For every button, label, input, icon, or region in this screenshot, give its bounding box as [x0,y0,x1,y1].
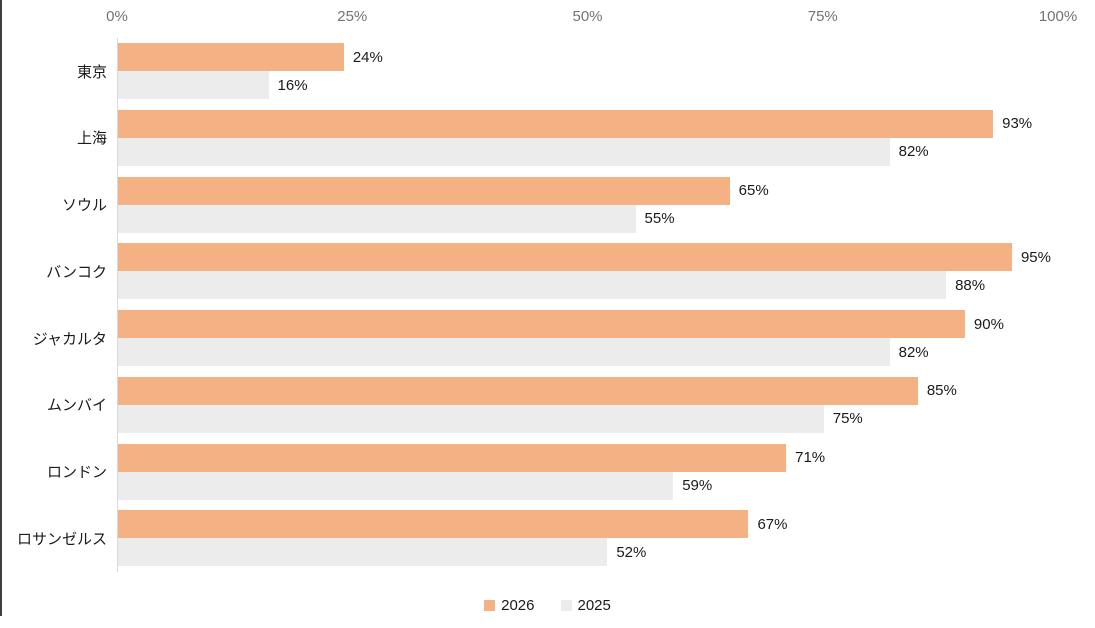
window-left-edge [0,0,2,616]
category-label: ジャカルタ [32,330,107,348]
data-label: 71% [795,449,826,466]
data-label: 85% [926,382,957,400]
legend-label: 2026 [501,596,535,614]
data-label: 65% [738,182,769,199]
data-label: 52% [616,543,647,561]
legend-item-2025: 2025 [560,596,611,614]
x-axis-tick-label: 0% [106,8,128,25]
bar-2026-バンコク [118,243,1012,272]
category-label: 上海 [76,130,107,148]
legend-label: 2025 [577,596,611,614]
data-label: 75% [832,410,863,428]
bar-2025-ロンドン [118,471,674,500]
data-label: 93% [1002,115,1033,133]
x-axis-tick-label: 50% [572,8,603,25]
data-label: 24% [352,48,383,66]
data-label: 67% [757,515,788,533]
category-label: ロンドン [46,464,107,481]
bar-2025-ムンバイ [118,404,824,433]
data-label: 90% [973,315,1004,333]
y-axis-line [117,38,118,572]
x-axis-tick-label: 100% [1038,8,1078,25]
bar-2025-ロサンゼルス [118,538,608,567]
legend-swatch-2025 [560,599,572,611]
x-axis-tick-label: 75% [807,8,838,25]
bar-2025-ソウル [118,204,636,233]
bar-2026-ソウル [118,176,730,205]
category-label: ロサンゼルス [16,530,107,548]
data-label: 16% [277,76,308,94]
bar-2025-上海 [118,137,890,166]
data-label: 55% [644,210,675,227]
bar-2026-ロンドン [118,443,787,472]
legend-swatch-2026 [484,599,496,611]
bar-2026-ムンバイ [118,376,918,405]
x-axis-tick-label: 25% [337,8,368,25]
category-label: バンコク [46,263,107,281]
data-label: 95% [1020,248,1051,266]
bar-2025-バンコク [118,271,947,300]
bar-2026-ジャカルタ [118,310,965,338]
bar-2025-ジャカルタ [118,338,890,366]
data-label: 82% [898,143,929,161]
bar-2025-東京 [118,71,269,99]
data-label: 59% [682,477,713,494]
category-label: ムンバイ [46,397,107,415]
data-label: 88% [955,276,986,294]
category-label: 東京 [76,63,107,81]
category-label: ソウル [61,197,107,214]
legend: 2026 2025 [0,594,1095,616]
bar-2026-上海 [118,109,994,138]
data-label: 82% [898,343,929,361]
bar-2026-ロサンゼルス [118,510,749,539]
bar-2026-東京 [118,43,344,71]
legend-item-2026: 2026 [484,596,535,614]
